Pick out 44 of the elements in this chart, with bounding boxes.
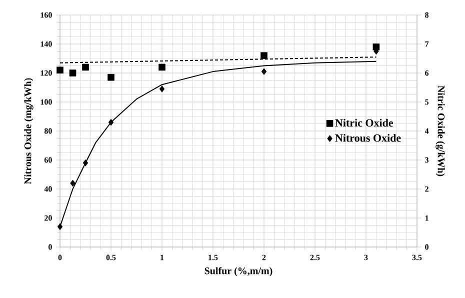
point bbox=[108, 118, 114, 126]
point bbox=[70, 180, 76, 187]
point bbox=[260, 52, 268, 60]
y-tick-label: 100 bbox=[40, 99, 52, 105]
x-tick-label: 2 bbox=[262, 254, 266, 260]
y2-tick-label: 5 bbox=[425, 99, 429, 105]
x-tick-label: 2.5 bbox=[310, 254, 320, 260]
y2-tick-label: 0 bbox=[425, 244, 429, 250]
y-axis-title: Nitrous Oxide (mg/kWh) bbox=[24, 78, 34, 184]
y2-tick-label: 4 bbox=[424, 128, 429, 134]
x-axis-title: Sulfur (%,m/m) bbox=[204, 267, 272, 276]
point bbox=[56, 66, 64, 74]
point bbox=[108, 74, 114, 81]
y-tick-label: 80 bbox=[44, 128, 52, 134]
x-tick-label: 0 bbox=[58, 254, 62, 260]
y-tick-label: 120 bbox=[40, 70, 52, 76]
x-tick-label: 1.5 bbox=[208, 254, 218, 260]
y-tick-label: 60 bbox=[44, 157, 52, 163]
y2-tick-label: 8 bbox=[425, 12, 429, 18]
x-tick-label: 3 bbox=[364, 254, 368, 260]
x-tick-label: 1 bbox=[160, 254, 164, 260]
point bbox=[82, 160, 88, 166]
legend-label: Nitrous Oxide bbox=[335, 134, 401, 142]
point bbox=[158, 64, 166, 71]
y-tick-label: 140 bbox=[40, 41, 52, 47]
point bbox=[372, 44, 380, 50]
x-tick-label: 3.5 bbox=[412, 254, 422, 260]
point bbox=[82, 64, 89, 71]
point bbox=[159, 86, 165, 92]
legend-label: Nitric Oxide bbox=[335, 118, 394, 127]
y2-tick-label: 1 bbox=[425, 215, 428, 221]
point bbox=[57, 223, 63, 230]
y2-tick-label: 6 bbox=[425, 70, 429, 76]
y2-tick-label: 2 bbox=[425, 186, 428, 192]
x-tick-label: 0.5 bbox=[106, 254, 116, 260]
y2-tick-label: 3 bbox=[425, 157, 429, 163]
y-tick-label: 0 bbox=[48, 244, 52, 250]
y2-tick-label: 7 bbox=[425, 41, 429, 47]
y-tick-label: 160 bbox=[40, 12, 52, 18]
y2-axis-title: Nitric Oxide (g/kWh) bbox=[436, 86, 445, 176]
point bbox=[69, 70, 76, 76]
y-tick-label: 20 bbox=[44, 215, 52, 221]
y-tick-label: 40 bbox=[44, 186, 52, 192]
point bbox=[261, 68, 267, 75]
